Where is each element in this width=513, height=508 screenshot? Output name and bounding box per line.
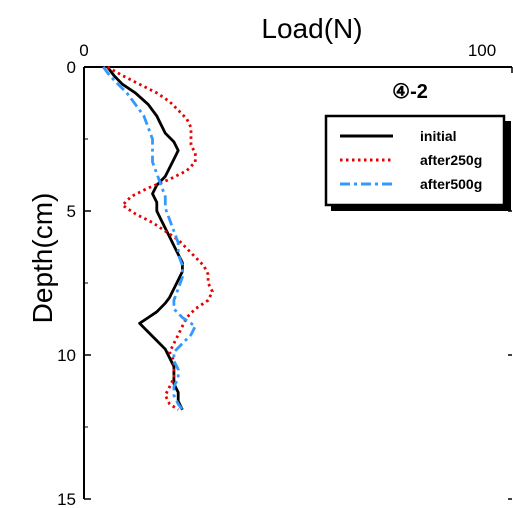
y-tick-label-2: 10 — [57, 346, 76, 365]
chart-title: ④-2 — [392, 81, 428, 103]
y-tick-label-0: 0 — [67, 58, 76, 77]
series-line-initial — [106, 66, 184, 411]
y-tick-label-3: 15 — [57, 490, 76, 508]
ticks: 0 100 0 5 10 15 — [57, 41, 513, 508]
series-line-after250g — [106, 65, 214, 411]
series-group — [102, 65, 214, 411]
x-axis-label: Load(N) — [261, 13, 362, 44]
x-tick-label-1: 100 — [468, 41, 496, 60]
legend-box — [324, 114, 506, 207]
legend-label-after250g: after250g — [420, 152, 482, 168]
x-tick-label-0: 0 — [79, 41, 88, 60]
series-line-after500g — [102, 66, 197, 411]
y-axis-label: Depth(cm) — [27, 193, 58, 324]
legend: initial after250g after500g — [324, 114, 511, 211]
legend-label-initial: initial — [420, 128, 457, 144]
legend-label-after500g: after500g — [420, 176, 482, 192]
y-tick-label-1: 5 — [67, 202, 76, 221]
